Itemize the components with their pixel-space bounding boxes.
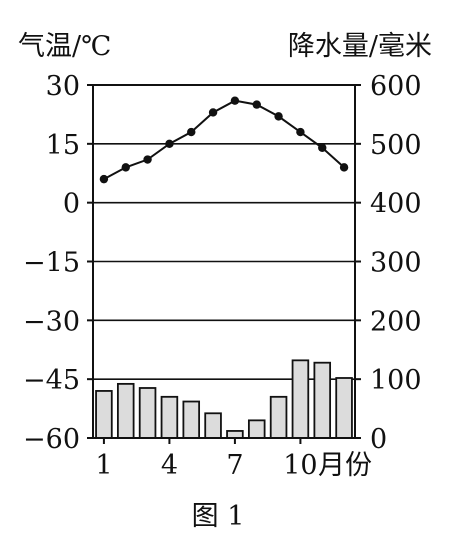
left-tick-label: −15 xyxy=(23,248,80,279)
precip-bar xyxy=(291,359,310,439)
x-axis-unit: 月份 xyxy=(318,450,372,481)
x-tick-label: 7 xyxy=(226,450,243,481)
temperature-point xyxy=(318,143,327,152)
temperature-polyline xyxy=(103,99,345,181)
figure-caption: 图 1 xyxy=(192,501,245,532)
temperature-point xyxy=(165,139,174,149)
right-tick-label: 500 xyxy=(370,130,422,161)
temperature-line xyxy=(99,96,349,184)
precip-bar xyxy=(160,395,179,439)
right-tick-label: 600 xyxy=(370,71,422,102)
x-tick-label: 10 xyxy=(283,450,317,481)
right-axis-ticks: 600 500 400 300 200 100 0 xyxy=(355,71,422,455)
precip-bar xyxy=(335,377,353,439)
precip-bar xyxy=(247,419,266,439)
right-axis-title: 降水量/毫米 xyxy=(288,31,432,62)
precip-bar xyxy=(95,390,113,439)
temperature-point xyxy=(339,163,349,172)
precip-bar xyxy=(269,395,288,439)
precip-bar xyxy=(182,400,201,439)
left-tick-label: −30 xyxy=(23,306,80,337)
temperature-point xyxy=(296,127,305,137)
temperature-point xyxy=(187,127,196,137)
precip-bar xyxy=(313,361,332,439)
temperature-point xyxy=(274,112,283,121)
right-tick-label: 300 xyxy=(370,248,422,279)
right-tick-label: 100 xyxy=(370,365,422,396)
temperature-point xyxy=(143,155,152,164)
precip-bar xyxy=(138,387,157,439)
temperature-point xyxy=(99,174,109,184)
gridlines xyxy=(93,143,355,380)
left-tick-label: 15 xyxy=(46,130,80,161)
temperature-point xyxy=(230,96,240,105)
left-axis-title: 气温/℃ xyxy=(18,31,111,62)
temperature-point xyxy=(121,163,130,172)
precip-bar xyxy=(226,430,244,439)
left-tick-label: 0 xyxy=(63,189,80,220)
left-tick-label: −45 xyxy=(23,365,80,396)
temperature-point xyxy=(208,108,218,117)
left-tick-label: 30 xyxy=(46,71,80,102)
x-axis-ticks: 1 4 7 10 xyxy=(95,438,318,481)
left-axis-ticks: 30 15 0 −15 −30 −45 −60 xyxy=(23,71,93,455)
precip-bar xyxy=(116,382,135,439)
left-tick-label: −60 xyxy=(23,424,80,455)
right-tick-label: 0 xyxy=(370,424,387,455)
x-tick-label: 1 xyxy=(95,450,112,481)
right-tick-label: 400 xyxy=(370,189,422,220)
temperature-point xyxy=(252,100,261,109)
right-tick-label: 200 xyxy=(370,306,422,337)
precip-bar xyxy=(204,412,222,439)
x-tick-label: 4 xyxy=(161,450,178,481)
precipitation-bars xyxy=(95,359,353,439)
